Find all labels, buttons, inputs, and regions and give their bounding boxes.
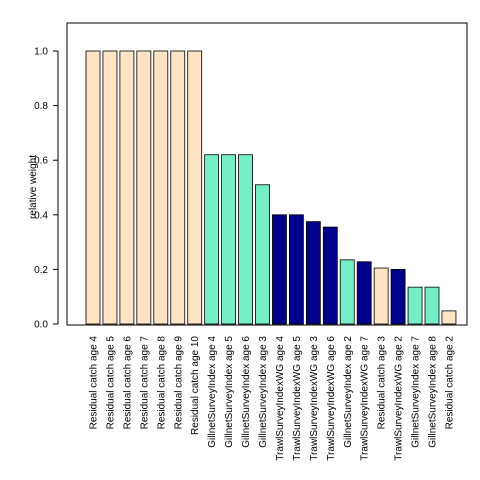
bar bbox=[305, 221, 321, 325]
bar bbox=[238, 154, 253, 325]
x-tick-label: Residual catch age 2 bbox=[444, 336, 455, 430]
plot-frame bbox=[66, 22, 468, 326]
x-tick-label: GillnetSurveyIndex age 8 bbox=[428, 336, 439, 448]
bar bbox=[153, 50, 169, 325]
bar bbox=[407, 286, 423, 325]
bar bbox=[339, 259, 355, 325]
bar bbox=[322, 226, 338, 325]
x-tick-label: GillnetSurveyIndex age 3 bbox=[258, 336, 269, 448]
y-tick-label: 0.4 bbox=[34, 210, 48, 221]
x-tick-label: Residual catch age 3 bbox=[377, 336, 388, 430]
bar bbox=[288, 214, 304, 325]
bar bbox=[85, 50, 101, 325]
bar bbox=[136, 50, 152, 325]
x-tick-label: GillnetSurveyIndex age 4 bbox=[207, 336, 218, 448]
y-axis-label: relative weight bbox=[28, 155, 39, 219]
y-tick-label: 0.2 bbox=[34, 265, 48, 276]
bar bbox=[272, 214, 287, 325]
bar bbox=[424, 286, 440, 325]
y-axis: 0.0 0.2 0.4 0.6 0.8 1.0 bbox=[34, 47, 59, 331]
y-tick-label: 0.8 bbox=[34, 101, 48, 112]
x-tick-label: Residual catch age 4 bbox=[89, 336, 100, 430]
bar bbox=[204, 154, 220, 325]
x-tick-label: GillnetSurveyIndex age 2 bbox=[343, 336, 354, 448]
x-tick-label: GillnetSurveyIndex age 5 bbox=[224, 336, 235, 448]
x-tick-label: TrawlSurveyIndexWG age 2 bbox=[394, 336, 405, 461]
bar bbox=[356, 261, 372, 325]
x-tick-label: TrawlSurveyIndexWG age 5 bbox=[292, 336, 303, 461]
bar bbox=[373, 267, 389, 325]
x-tick-label: Residual catch age 7 bbox=[139, 336, 150, 430]
x-tick-label: GillnetSurveyIndex age 7 bbox=[411, 336, 422, 448]
bar bbox=[390, 268, 406, 325]
y-tick-label: 0.0 bbox=[34, 320, 48, 331]
bar bbox=[170, 50, 186, 325]
x-tick-label: Residual catch age 9 bbox=[173, 336, 184, 430]
y-tick-label: 0.6 bbox=[34, 156, 48, 167]
bars bbox=[85, 50, 457, 325]
bar bbox=[441, 310, 457, 325]
bar bbox=[102, 50, 118, 325]
x-tick-label: TrawlSurveyIndexWG age 4 bbox=[275, 336, 286, 461]
x-tick-label: GillnetSurveyIndex age 6 bbox=[241, 336, 252, 448]
x-tick-label: Residual catch age 10 bbox=[190, 336, 201, 435]
y-tick-label: 1.0 bbox=[34, 47, 48, 58]
x-tick-label: Residual catch age 6 bbox=[122, 336, 133, 430]
x-tick-label: TrawlSurveyIndexWG age 7 bbox=[360, 336, 371, 461]
x-tick-labels: Residual catch age 4 Residual catch age 5… bbox=[89, 336, 456, 461]
bar bbox=[187, 50, 203, 325]
x-tick-label: TrawlSurveyIndexWG age 3 bbox=[309, 336, 320, 461]
x-tick-label: Residual catch age 5 bbox=[105, 336, 116, 430]
bar bbox=[119, 50, 135, 325]
x-tick-label: Residual catch age 8 bbox=[156, 336, 167, 430]
bar bbox=[221, 154, 237, 325]
bar bbox=[255, 184, 270, 325]
x-tick-label: TrawlSurveyIndexWG age 6 bbox=[326, 336, 337, 461]
